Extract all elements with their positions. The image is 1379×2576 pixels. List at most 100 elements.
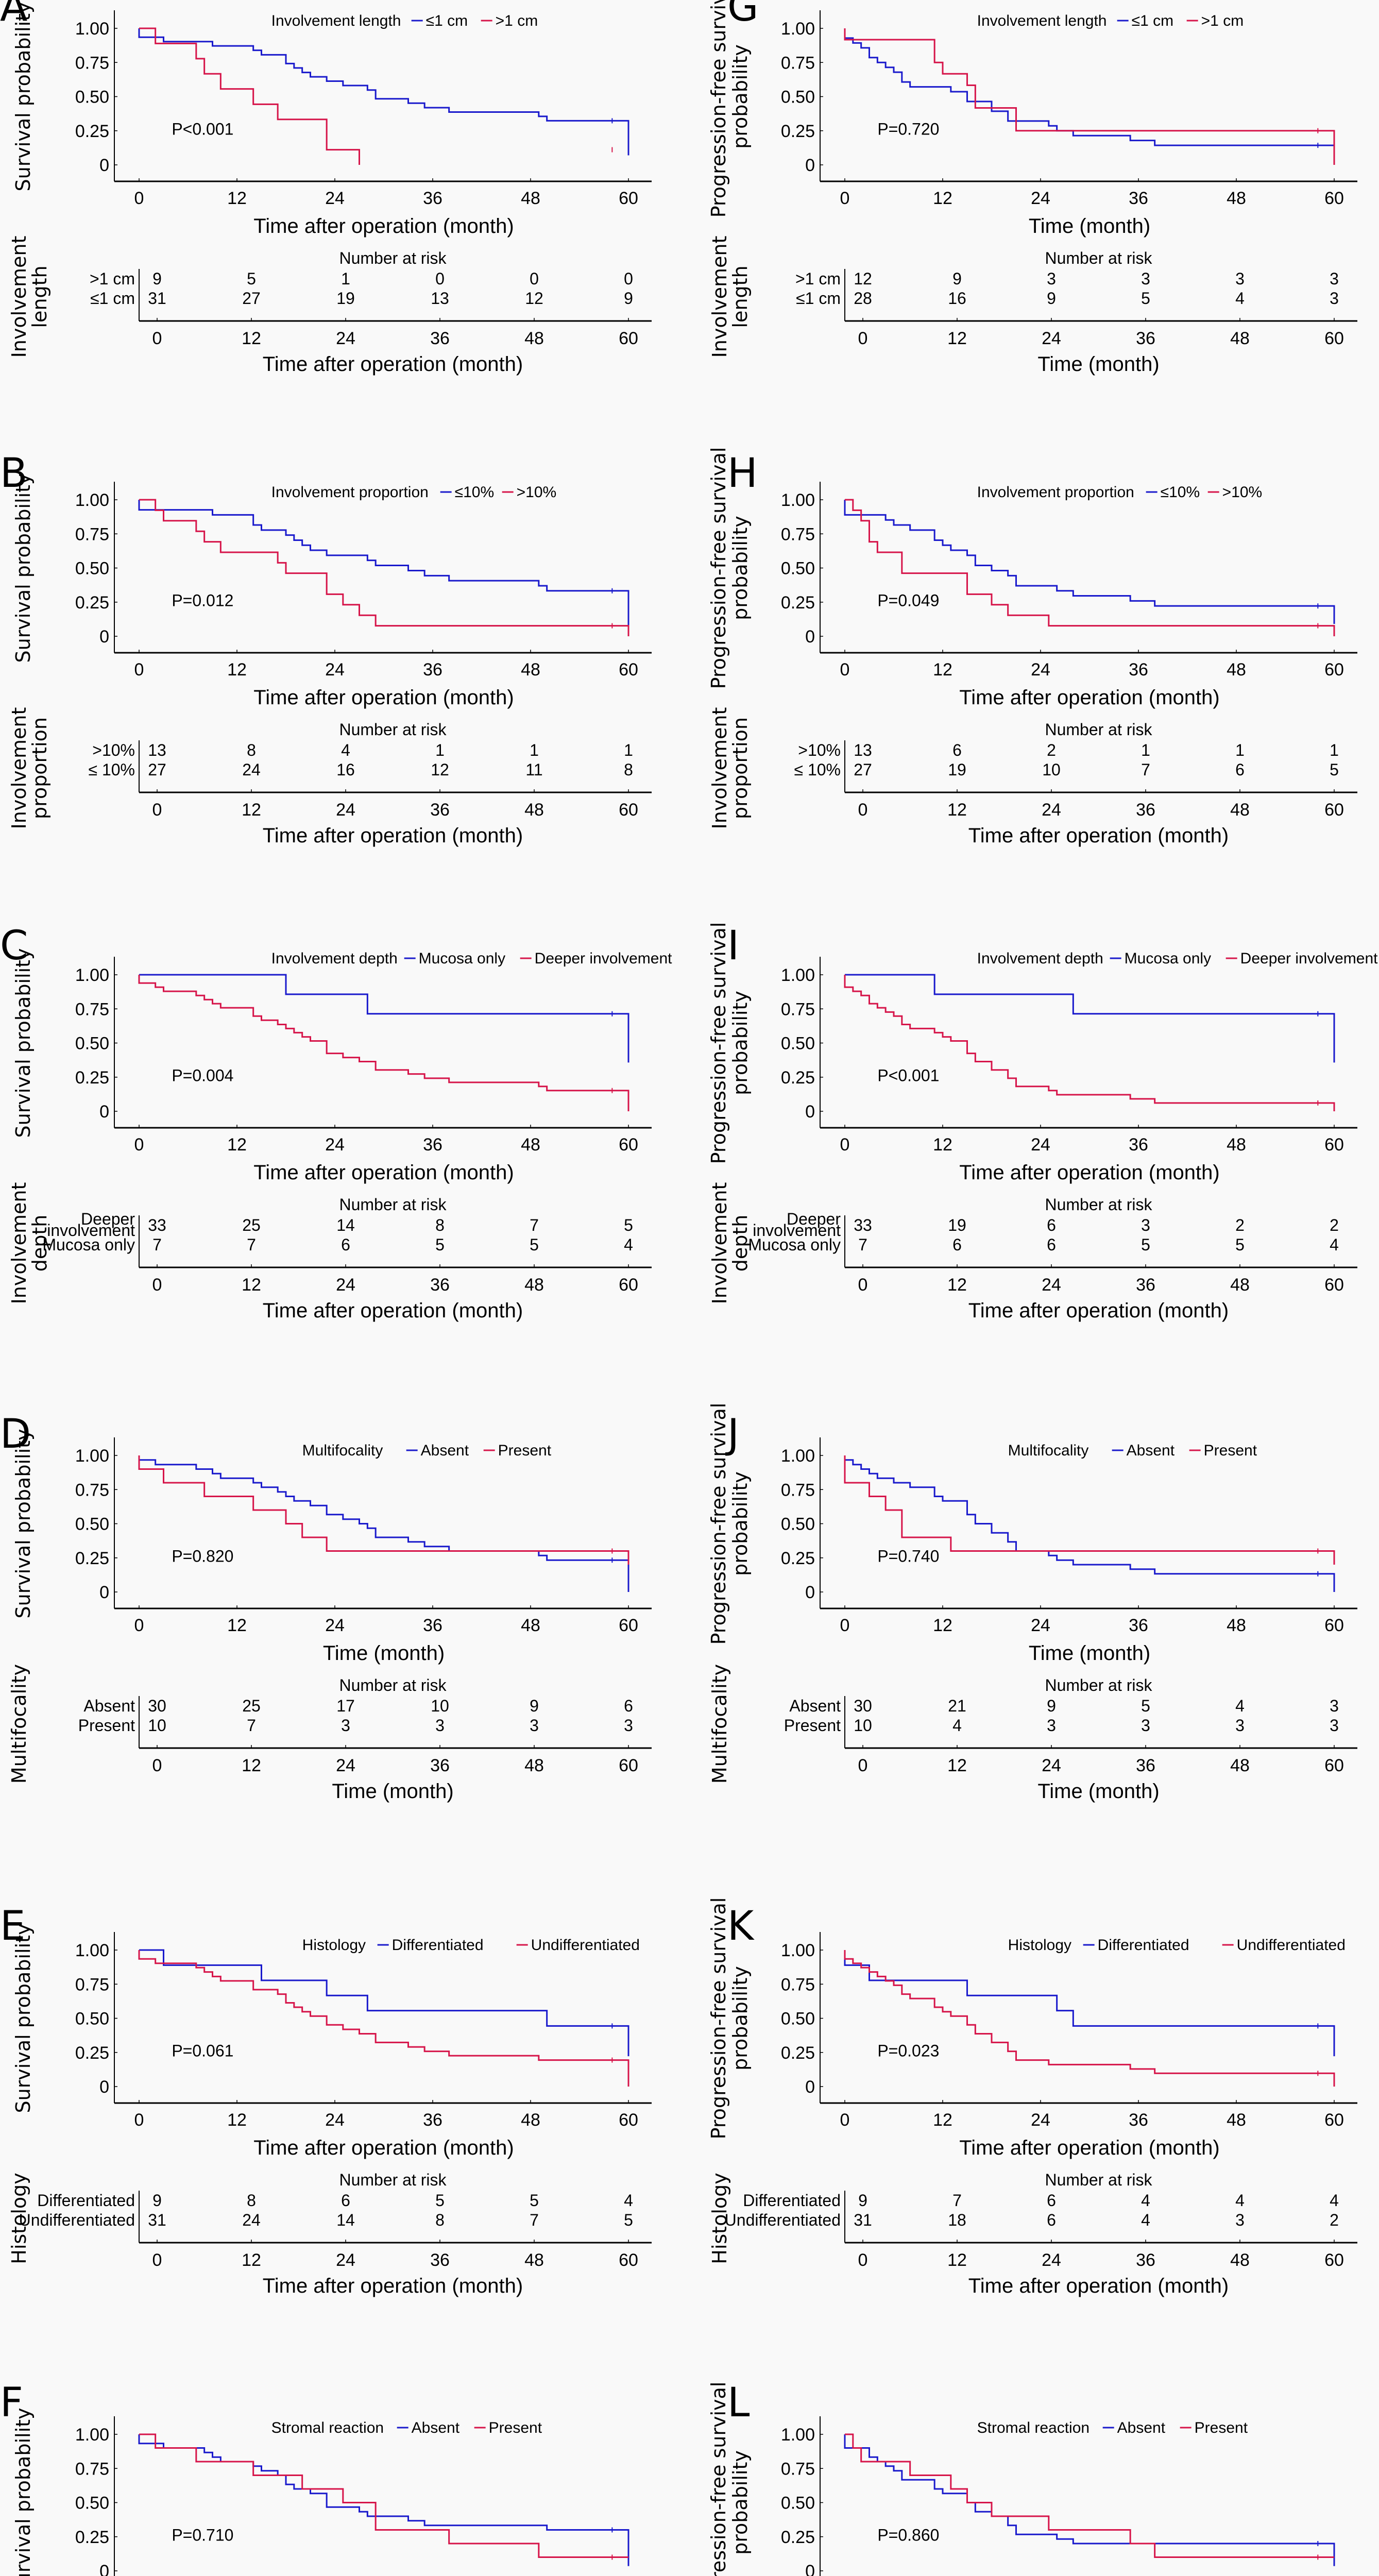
x-tick-label: 12 [227,189,247,208]
risk-y-axis-label-line: Multifocality [8,1664,30,1784]
x-tick-label: 24 [325,2110,345,2130]
risk-count: 9 [1047,1697,1056,1715]
risk-x-tick-label: 60 [619,2250,638,2270]
x-axis-label: Time after operation (month) [253,1161,514,1184]
y-axis-label-line: probability [729,2450,752,2555]
risk-count: 6 [1047,1216,1056,1234]
risk-x-tick-label: 36 [1136,1756,1155,1775]
risk-x-tick-label: 0 [152,800,162,820]
risk-y-axis-label: Involvementlength [8,236,51,358]
x-tick-label: 12 [933,1135,952,1155]
km-curve-red [138,975,629,1111]
risk-x-tick-label: 36 [430,1756,450,1775]
p-value: P=0.820 [172,1547,233,1566]
y-axis-label: Progression-free survivalprobability [707,1897,752,2140]
x-tick-label: 0 [840,2110,850,2130]
risk-x-tick-label: 48 [524,2250,544,2270]
y-tick-label: 0.50 [781,1515,815,1534]
risk-count: 14 [336,1216,355,1234]
p-value: P<0.001 [172,120,233,139]
y-axis-label: Survival probability [12,473,35,663]
panel-j: J 0 0.25 0.50 0.75 1.00 0 12 24 36 48 60 Time (month… [707,1403,1357,1803]
risk-row-label: Absent [789,1697,841,1715]
legend-entry: Differentiated [1098,1937,1189,1954]
x-tick-label: 24 [1031,2110,1050,2130]
risk-table-title: Number at risk [1045,1195,1152,1214]
risk-y-axis-label: Multifocality [8,1664,30,1784]
y-tick-label: 0.75 [75,53,109,73]
y-tick-label: 0 [805,156,815,175]
y-tick-label: 0 [99,1102,109,1122]
risk-count: 7 [530,1216,539,1234]
x-tick-label: 36 [423,1135,442,1155]
y-tick-label: 0.25 [781,122,815,141]
y-axis-label-line: Progression-free survival [707,1403,730,1645]
y-tick-label: 0.25 [75,122,109,141]
risk-count: 19 [948,1216,966,1234]
km-curve-blue [138,500,629,626]
legend-title: Multifocality [302,1442,383,1459]
risk-x-tick-label: 0 [152,1275,162,1295]
risk-row-label: ≤ 10% [794,760,841,779]
x-tick-label: 24 [325,1616,345,1635]
risk-count: 4 [952,1716,962,1735]
risk-x-axis-label: Time (month) [1037,1780,1159,1803]
x-tick-label: 60 [619,189,638,208]
x-tick-label: 36 [1129,2110,1148,2130]
risk-count: 9 [858,2191,867,2210]
risk-count: 3 [435,1716,445,1735]
panel-letter: L [727,2380,750,2426]
legend-entry: Absent [421,1442,469,1459]
x-tick-label: 12 [933,660,952,680]
risk-count: 18 [948,2211,966,2229]
risk-count: 4 [1235,1697,1245,1715]
risk-table-title: Number at risk [1045,720,1152,739]
risk-count: 4 [1141,2191,1150,2210]
risk-count: 3 [1330,1716,1339,1735]
risk-row-label: >10% [798,741,841,759]
risk-x-tick-label: 24 [336,1275,355,1295]
risk-count: 12 [525,289,543,308]
x-tick-label: 36 [423,1616,442,1635]
risk-x-tick-label: 36 [430,800,450,820]
y-axis-label-line: probability [729,1471,752,1576]
panel-letter: F [0,2380,23,2426]
risk-count: 10 [854,1716,872,1735]
legend-entry: >10% [517,484,557,501]
risk-x-tick-label: 0 [152,329,162,348]
risk-table-title: Number at risk [1045,1676,1152,1694]
x-axis-label: Time after operation (month) [959,1161,1219,1184]
panel-letter: H [727,450,758,497]
y-tick-label: 0.50 [781,559,815,579]
risk-count: 33 [854,1216,872,1234]
legend-entry: Present [1195,2419,1248,2436]
risk-row-label: >10% [92,741,135,759]
risk-x-tick-label: 0 [858,1756,868,1775]
risk-count: 5 [1141,1235,1150,1254]
risk-count: 16 [948,289,966,308]
risk-row-label: ≤1 cm [90,289,135,308]
risk-count: 6 [1047,2211,1056,2229]
risk-y-axis-label-line: Histology [8,2173,30,2264]
risk-x-tick-label: 48 [524,329,544,348]
risk-count: 8 [247,741,256,759]
km-curve-blue [844,1950,1335,2057]
risk-count: 13 [854,741,872,759]
risk-count: 4 [1141,2211,1150,2229]
risk-count: 5 [1330,760,1339,779]
risk-count: 5 [1235,1235,1245,1254]
risk-count: 7 [247,1235,256,1254]
risk-row-label-line: Deeper [787,1210,841,1228]
risk-row-label: Mucosa only [748,1235,841,1254]
risk-x-tick-label: 0 [858,329,868,348]
x-tick-label: 36 [1129,660,1148,680]
y-tick-label: 0.50 [781,2494,815,2513]
risk-count: 1 [341,269,350,288]
p-value: P=0.710 [172,2526,233,2545]
risk-y-axis-label-line: Involvement [8,1182,30,1304]
risk-x-axis-label: Time (month) [332,1780,453,1803]
risk-count: 9 [952,269,962,288]
risk-x-axis-label: Time after operation (month) [968,824,1229,847]
